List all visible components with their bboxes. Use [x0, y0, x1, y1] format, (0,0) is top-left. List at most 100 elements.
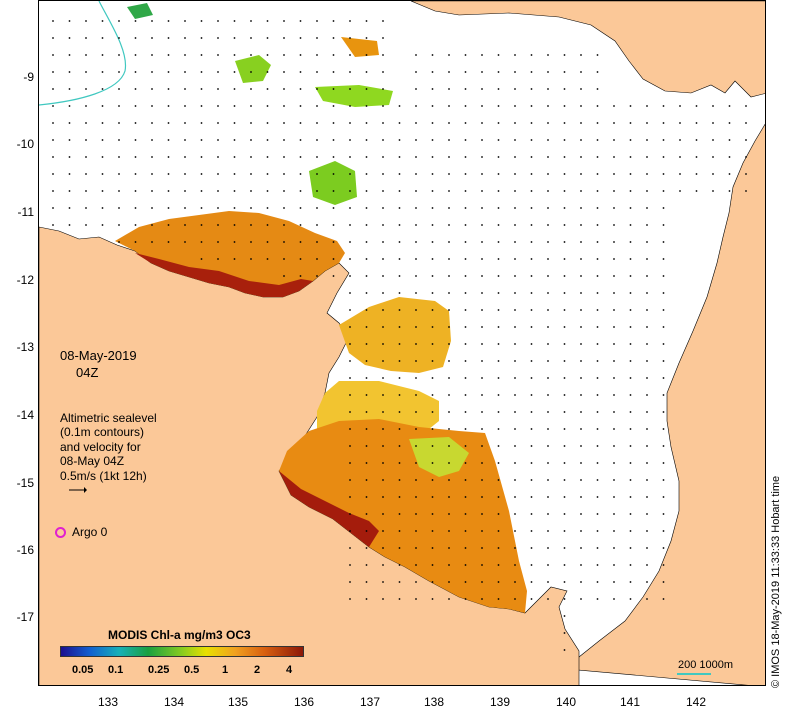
velocity-vector	[415, 479, 417, 481]
velocity-vector	[629, 462, 632, 464]
velocity-vector	[580, 105, 582, 107]
velocity-vector	[332, 71, 335, 73]
velocity-vector	[382, 513, 384, 515]
velocity-vector	[415, 122, 417, 124]
velocity-vector	[167, 156, 170, 158]
velocity-vector	[167, 122, 170, 124]
velocity-vector	[646, 309, 648, 311]
velocity-vector	[448, 258, 450, 260]
velocity-vector	[580, 377, 582, 379]
velocity-vector	[184, 105, 186, 107]
velocity-vector	[85, 122, 87, 124]
velocity-vector	[745, 139, 747, 141]
velocity-vector	[596, 275, 599, 277]
velocity-vector	[200, 258, 203, 260]
velocity-vector	[547, 54, 549, 56]
velocity-vector	[398, 598, 401, 600]
velocity-vector	[547, 462, 549, 464]
velocity-vector	[398, 190, 401, 192]
velocity-vector	[448, 581, 450, 583]
velocity-vector	[646, 275, 648, 277]
velocity-vector	[431, 224, 434, 226]
velocity-vector	[646, 139, 648, 141]
velocity-vector	[68, 71, 71, 73]
velocity-vector	[464, 598, 467, 600]
velocity-vector	[200, 88, 203, 90]
velocity-vector	[200, 20, 203, 22]
velocity-vector	[398, 530, 401, 532]
velocity-vector	[398, 581, 401, 583]
velocity-vector	[712, 105, 714, 107]
velocity-vector	[662, 445, 665, 447]
velocity-vector	[266, 156, 269, 158]
velocity-vector	[448, 309, 450, 311]
velocity-vector	[200, 71, 203, 73]
velocity-vector	[398, 173, 401, 175]
velocity-vector	[68, 190, 71, 192]
velocity-vector	[283, 258, 285, 260]
velocity-vector	[431, 428, 434, 430]
velocity-vector	[299, 156, 302, 158]
velocity-vector	[580, 156, 582, 158]
velocity-vector	[431, 377, 434, 379]
velocity-vector	[448, 173, 450, 175]
velocity-vector	[613, 411, 615, 413]
velocity-vector	[85, 173, 87, 175]
velocity-vector	[365, 496, 368, 498]
velocity-vector	[530, 513, 533, 515]
velocity-vector	[365, 71, 368, 73]
velocity-vector	[613, 122, 615, 124]
velocity-vector	[547, 71, 549, 73]
velocity-vector	[530, 564, 533, 566]
velocity-vector	[728, 156, 731, 158]
velocity-vector	[365, 479, 368, 481]
velocity-vector	[464, 139, 467, 141]
velocity-vector	[184, 20, 186, 22]
velocity-vector	[85, 156, 87, 158]
velocity-vector	[613, 564, 615, 566]
velocity-vector	[547, 428, 549, 430]
velocity-vector	[365, 530, 368, 532]
velocity-vector	[596, 139, 599, 141]
velocity-vector	[415, 105, 417, 107]
velocity-vector	[497, 309, 500, 311]
velocity-vector	[662, 462, 665, 464]
velocity-vector	[283, 122, 285, 124]
velocity-vector	[530, 207, 533, 209]
velocity-vector	[613, 190, 615, 192]
velocity-vector	[481, 309, 483, 311]
velocity-vector	[415, 411, 417, 413]
velocity-vector	[349, 394, 351, 396]
velocity-vector	[497, 394, 500, 396]
velocity-vector	[563, 530, 566, 532]
velocity-vector	[431, 360, 434, 362]
velocity-vector	[365, 275, 368, 277]
velocity-vector	[695, 139, 698, 141]
lat-tick: -14	[16, 408, 34, 422]
velocity-vector	[464, 122, 467, 124]
velocity-vector	[101, 54, 104, 56]
velocity-vector	[530, 360, 533, 362]
velocity-vector	[184, 122, 186, 124]
velocity-vector	[382, 445, 384, 447]
velocity-vector	[481, 275, 483, 277]
velocity-vector	[101, 190, 104, 192]
velocity-vector	[101, 224, 104, 226]
velocity-vector	[101, 173, 104, 175]
velocity-vector	[514, 598, 516, 600]
velocity-vector	[596, 479, 599, 481]
velocity-vector	[448, 275, 450, 277]
velocity-vector	[101, 207, 104, 209]
velocity-vector	[514, 71, 516, 73]
velocity-vector	[580, 360, 582, 362]
velocity-vector	[662, 241, 665, 243]
velocity-vector	[316, 275, 318, 277]
velocity-vector	[514, 309, 516, 311]
velocity-vector	[200, 190, 203, 192]
colorbar-tick: 0.05	[72, 664, 94, 676]
velocity-vector	[481, 598, 483, 600]
credit-text: © IMOS 18-May-2019 11:33:33 Hobart time	[770, 475, 782, 688]
velocity-vector	[596, 326, 599, 328]
velocity-vector	[431, 122, 434, 124]
velocity-vector	[464, 54, 467, 56]
